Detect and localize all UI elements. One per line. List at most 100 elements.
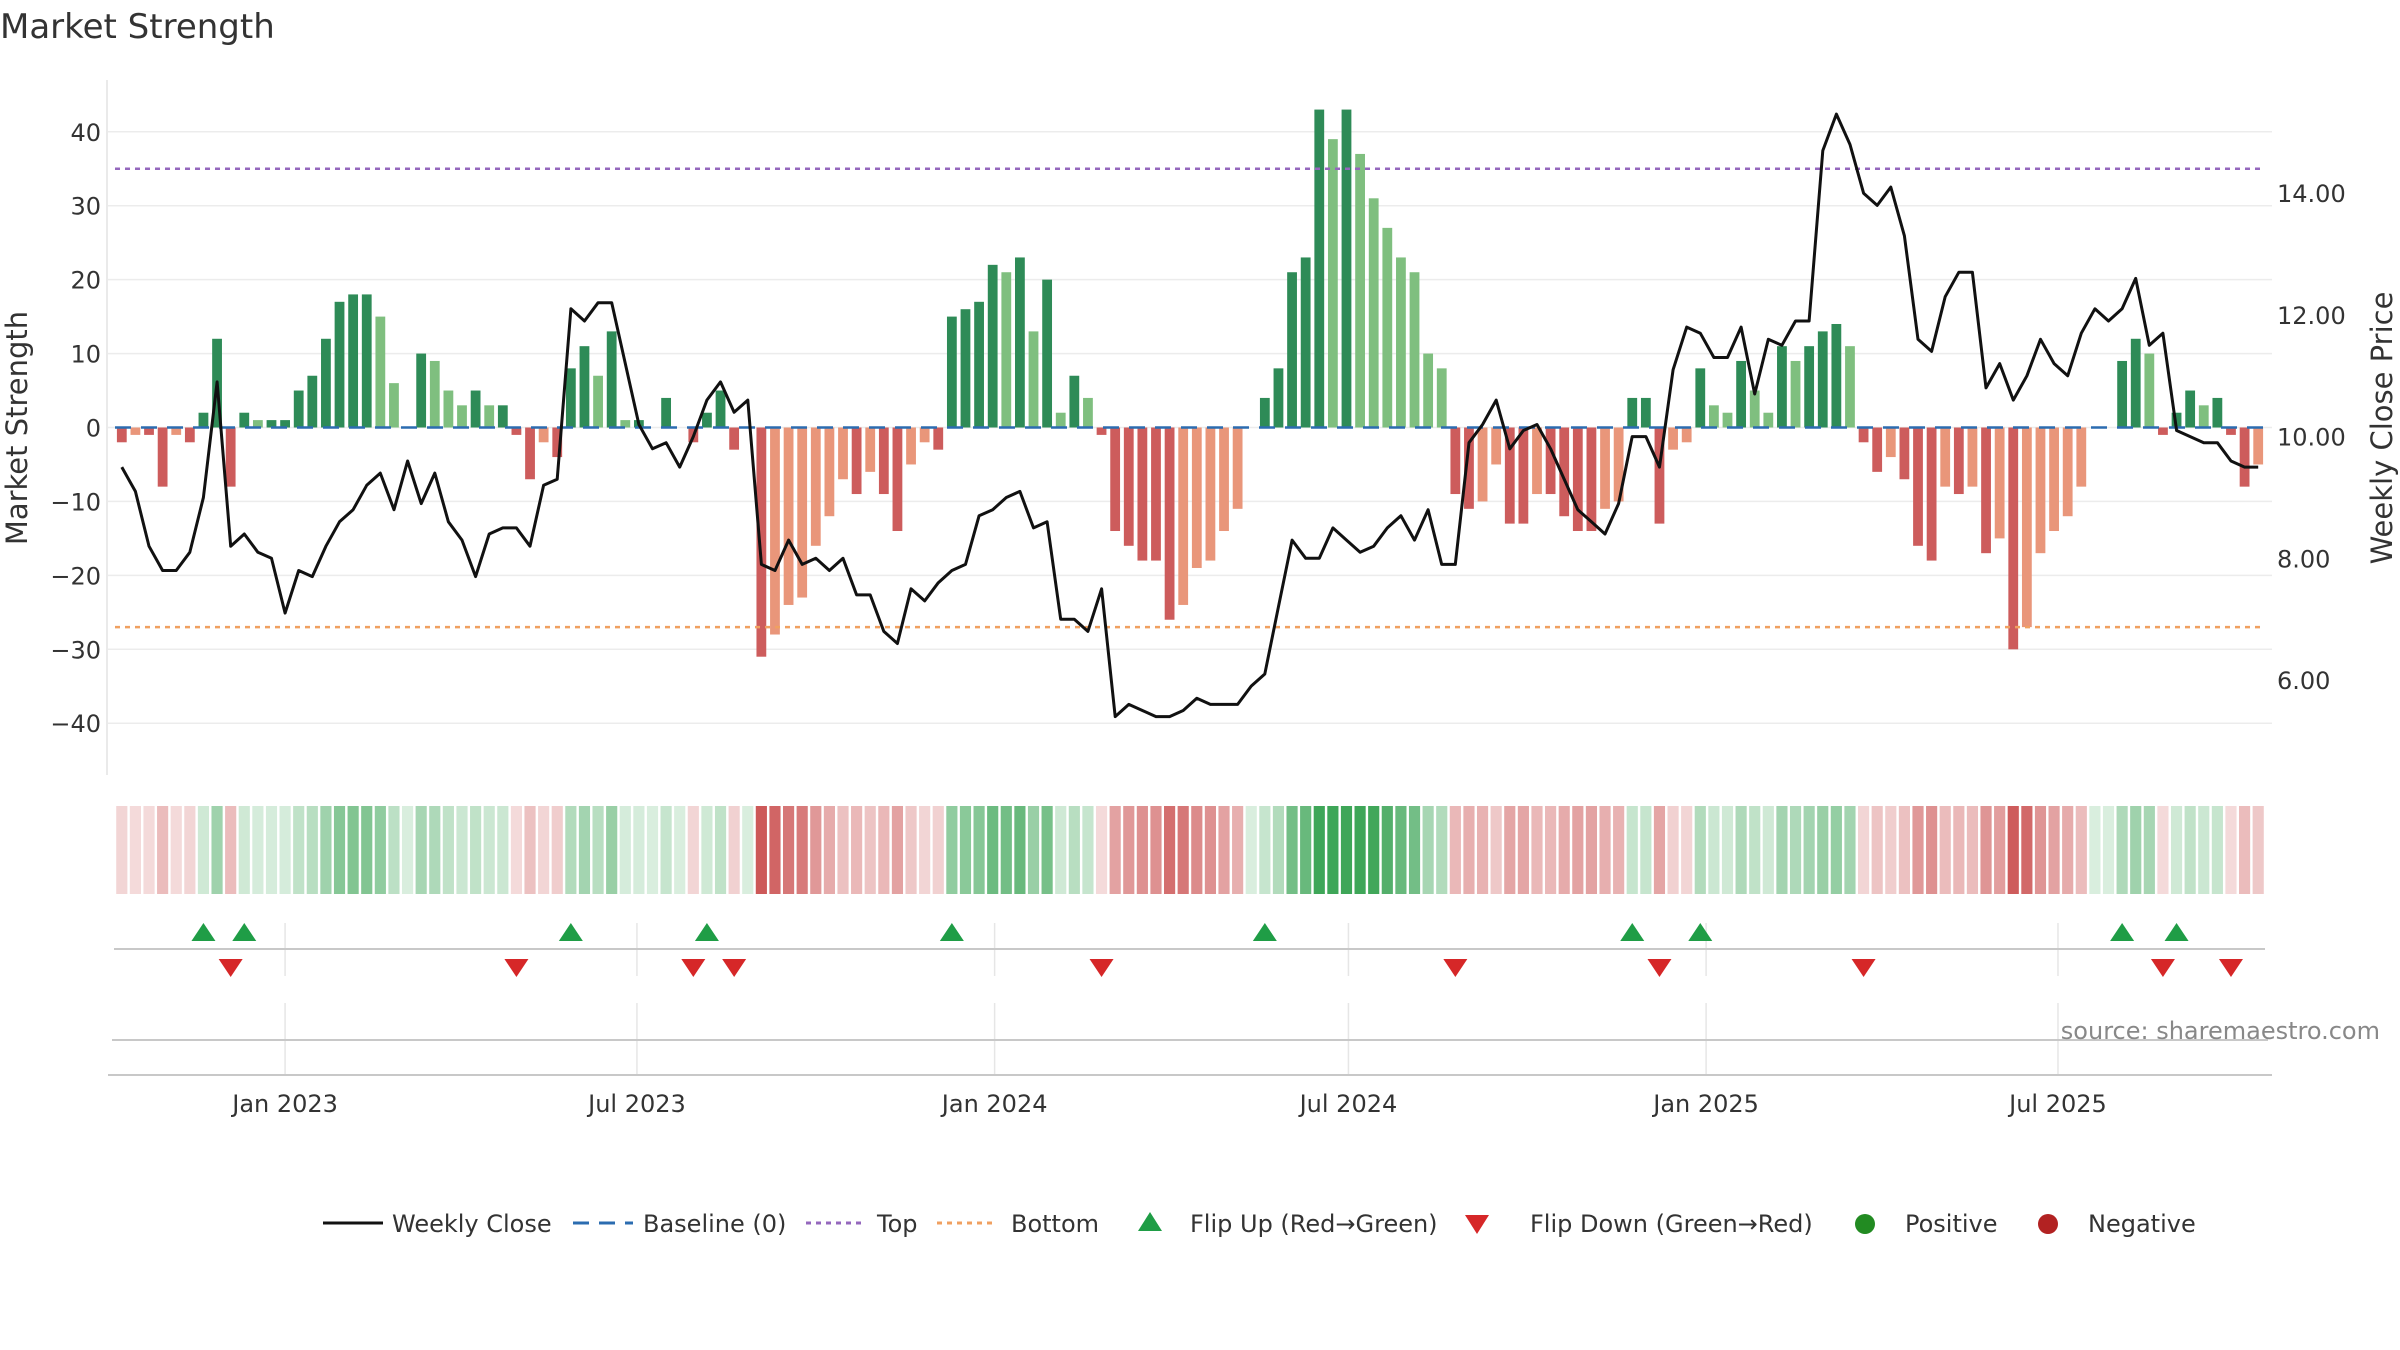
date-tick-label: Jan 2023 <box>230 1090 338 1118</box>
flip-down-marker <box>681 959 706 977</box>
heatmap-cell <box>1177 806 1189 894</box>
heatmap-cell <box>442 806 454 894</box>
heatmap-cell <box>1844 806 1856 894</box>
heatmap-cell <box>2184 806 2196 894</box>
heatmap-cell <box>184 806 196 894</box>
flip-up-marker <box>2164 923 2189 941</box>
heatmap-cell <box>1762 806 1774 894</box>
flip-up-marker <box>1252 923 1277 941</box>
date-tick-label: Jan 2025 <box>1651 1090 1759 1118</box>
heatmap-cell <box>1803 806 1815 894</box>
heatmap-cell <box>728 806 740 894</box>
strength-bar <box>1436 368 1447 428</box>
strength-bar <box>1831 323 1842 428</box>
strength-bar <box>1232 427 1243 509</box>
heatmap-cell <box>2089 806 2101 894</box>
flip-up-marker <box>558 923 583 941</box>
heatmap-cell <box>1327 806 1339 894</box>
heatmap-cell <box>1436 806 1448 894</box>
legend-item-flip-down: Flip Down (Green→Red) <box>1465 1210 1813 1238</box>
strength-bar <box>2130 338 2141 428</box>
heatmap-cell <box>1259 806 1271 894</box>
strength-bar <box>1981 427 1991 554</box>
heatmap-cell <box>1164 806 1176 894</box>
heatmap-cell <box>1980 806 1992 894</box>
strength-bar <box>321 338 331 428</box>
heatmap-cell <box>1136 806 1148 894</box>
heatmap-cell <box>361 806 373 894</box>
strength-bar <box>729 427 740 450</box>
strength-bar <box>1913 427 1923 546</box>
heatmap-cell <box>2007 806 2019 894</box>
heatmap-cell <box>987 806 999 894</box>
heatmap-cell <box>1885 806 1897 894</box>
heatmap-cell <box>1545 806 1557 894</box>
legend-item-top: Top <box>806 1210 918 1238</box>
left-tick-label: −20 <box>50 562 101 590</box>
heatmap-cell <box>333 806 346 894</box>
strength-bar <box>1042 279 1053 428</box>
heatmap-cell <box>1558 806 1570 894</box>
left-tick-label: 0 <box>86 415 101 443</box>
strength-bar <box>443 390 454 428</box>
strength-bar <box>1341 109 1352 428</box>
flip-down-marker <box>1089 959 1114 977</box>
legend-label-flip-up: Flip Up (Red→Green) <box>1190 1210 1438 1238</box>
heatmap-cell <box>2130 806 2142 894</box>
heatmap-cell <box>946 806 958 894</box>
strength-bar <box>1967 427 1978 487</box>
strength-bar <box>2212 397 2223 428</box>
strength-bar <box>484 405 495 428</box>
flip-down-triangle-icon <box>1465 1215 1489 1234</box>
legend-item-positive: Positive <box>1855 1210 1998 1238</box>
legend-item-negative: Negative <box>2038 1210 2196 1238</box>
strength-bar <box>334 301 345 428</box>
heatmap-cell <box>347 806 359 894</box>
left-axis-ticks: 40 30 20 10 0 −10 −20 −30 −40 <box>50 119 101 738</box>
strength-bar <box>1777 346 1787 428</box>
strength-bar <box>1504 427 1515 524</box>
strength-bar <box>525 427 535 480</box>
heatmap-cell <box>1531 806 1543 894</box>
flip-up-marker <box>1620 923 1645 941</box>
strength-bar <box>1396 257 1406 428</box>
strength-bar <box>865 427 876 472</box>
strength-bar <box>1028 331 1039 428</box>
left-tick-label: 30 <box>70 193 101 221</box>
strength-bar <box>2253 427 2264 465</box>
strength-bar <box>361 294 372 428</box>
heatmap-cell <box>1368 806 1380 894</box>
heatmap-cell <box>306 806 318 894</box>
strength-bar <box>1491 427 1502 465</box>
heatmap-cell <box>1939 806 1951 894</box>
heatmap-cell <box>265 806 278 894</box>
strength-bar <box>1654 427 1665 524</box>
heatmap-cell <box>2143 806 2155 894</box>
strength-bar <box>1899 427 1910 480</box>
strength-bar <box>538 427 549 443</box>
strength-bar <box>1382 227 1393 428</box>
legend-label-top: Top <box>876 1210 918 1238</box>
flip-down-marker <box>722 959 747 977</box>
right-tick-label: 8.00 <box>2277 545 2330 573</box>
strength-bar <box>1096 427 1107 435</box>
strength-bar <box>1287 272 1297 428</box>
heatmap-cell <box>415 806 427 894</box>
flip-down-marker <box>218 959 243 977</box>
strength-bar <box>293 390 304 428</box>
strength-bar <box>2185 390 2196 428</box>
strength-bar <box>1586 427 1597 532</box>
heatmap-cell <box>1776 806 1788 894</box>
strength-bar <box>198 412 209 428</box>
heatmap-cell <box>1449 806 1461 894</box>
heatmap-cell <box>578 806 591 894</box>
heatmap-cell <box>2034 806 2047 894</box>
legend-label-negative: Negative <box>2088 1210 2196 1238</box>
strength-bar <box>1219 427 1229 532</box>
strength-bar <box>1872 427 1883 472</box>
heatmap-cell <box>742 806 754 894</box>
heatmap-cell <box>129 806 141 894</box>
heatmap-cell <box>211 806 223 894</box>
heatmap-cell <box>1300 806 1312 894</box>
heatmap-cell <box>1014 806 1026 894</box>
